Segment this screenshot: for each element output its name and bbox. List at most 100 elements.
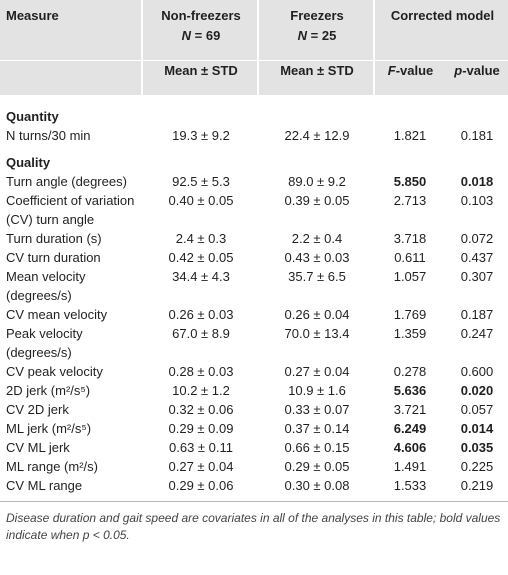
value-cell: 0.32 ± 0.06: [168, 402, 234, 417]
subheader-text: -value: [395, 63, 434, 78]
table-header: Measure Non-freezers N = 69 Freezers N = 25 C…: [0, 0, 508, 95]
subheader: F-value: [373, 60, 444, 95]
measure-cell: Turn angle (degrees): [6, 174, 127, 189]
value-cell: 1.821: [393, 128, 427, 143]
value-cell: 0.600: [460, 364, 494, 379]
value-cell: 0.29 ± 0.06: [142, 476, 258, 502]
data-row: N turns/30 min 19.3 ± 9.2 22.4 ± 12.9 1.821…: [0, 126, 508, 145]
measure-cell: CV ML jerk: [6, 440, 70, 455]
value-cell: 0.43 ± 0.03: [284, 250, 350, 265]
value-cell: 0.28 ± 0.03: [168, 364, 234, 379]
data-row: Turn duration (s) 2.4 ± 0.3 2.2 ± 0.4 3.718…: [0, 229, 508, 248]
n-text: = 69: [194, 28, 221, 43]
measure-cell: N turns/30 min: [6, 128, 91, 143]
data-row: CV turn duration 0.42 ± 0.05 0.43 ± 0.03 0.…: [0, 248, 508, 267]
value-cell: 0.187: [460, 307, 494, 322]
value-cell: 6.249: [374, 419, 444, 438]
measure-cell: Turn duration (s): [6, 231, 102, 246]
group-name: Corrected model: [390, 8, 495, 23]
measure-cell: 2D jerk (m²/s⁵): [6, 383, 91, 398]
subheader: Mean ± STD: [141, 60, 258, 95]
value-cell: 0.057: [460, 402, 494, 417]
significant-value: 0.035: [460, 440, 494, 455]
footnote: Disease duration and gait speed are cova…: [6, 511, 501, 542]
measure-cell: CV ML range: [0, 476, 142, 502]
table-body: Quantity N turns/30 min 19.3 ± 9.2 22.4 ± 1…: [0, 95, 508, 502]
value-cell: 0.27 ± 0.04: [168, 459, 234, 474]
group-name: Freezers: [290, 8, 344, 23]
value-cell: 4.606: [374, 438, 444, 457]
value-cell: 0.225: [460, 459, 494, 474]
value-cell: 3.718: [393, 231, 427, 246]
value-cell: 0.40 ± 0.05: [168, 193, 234, 208]
value-cell: 0.33 ± 0.07: [284, 402, 350, 417]
significant-value: 0.020: [460, 383, 494, 398]
data-row: ML range (m²/s) 0.27 ± 0.04 0.29 ± 0.05 1.4…: [0, 457, 508, 476]
value-cell: 10.9 ± 1.6: [288, 383, 346, 398]
value-cell: 67.0 ± 8.9: [172, 326, 230, 341]
group-n: N = 25: [265, 26, 369, 46]
value-cell: 1.491: [393, 459, 427, 474]
value-cell: 0.181: [460, 128, 494, 143]
measure-cell: Mean velocity (degrees/s): [6, 269, 86, 303]
value-cell: 5.636: [374, 381, 444, 400]
value-cell: 0.39 ± 0.05: [284, 193, 350, 208]
significant-value: 6.249: [393, 421, 427, 436]
subheader-text: Mean ± STD: [280, 63, 354, 78]
value-cell: 0.072: [460, 231, 494, 246]
data-row: CV mean velocity 0.26 ± 0.03 0.26 ± 0.04 1.…: [0, 305, 508, 324]
n-symbol: N: [297, 28, 308, 43]
value-cell: 0.219: [444, 476, 508, 502]
value-cell: 0.247: [460, 326, 494, 341]
header-cell: Measure: [0, 0, 142, 61]
subheader-symbol: p: [454, 63, 463, 78]
n-symbol: N: [181, 28, 192, 43]
n-text: = 25: [310, 28, 337, 43]
section-title: Quantity: [6, 109, 59, 124]
value-cell: 0.014: [444, 419, 508, 438]
subheader-text: -value: [462, 63, 500, 78]
value-cell: 35.7 ± 6.5: [288, 269, 346, 284]
value-cell: 0.29 ± 0.09: [168, 421, 234, 436]
value-cell: 0.018: [444, 172, 508, 191]
value-cell: 0.307: [460, 269, 494, 284]
value-cell: 3.721: [393, 402, 427, 417]
value-cell: 92.5 ± 5.3: [172, 174, 230, 189]
data-row: CV 2D jerk 0.32 ± 0.06 0.33 ± 0.07 3.721 0.0…: [0, 400, 508, 419]
measure-cell: ML jerk (m²/s⁵): [6, 421, 92, 436]
results-table: Measure Non-freezers N = 69 Freezers N = 25 C…: [0, 0, 508, 502]
data-row: Coefficient of variation (CV) turn angle…: [0, 191, 508, 229]
significant-value: 0.014: [460, 421, 494, 436]
value-cell: 2.4 ± 0.3: [175, 231, 227, 246]
value-cell: 2.2 ± 0.4: [291, 231, 343, 246]
header-group: Corrected model: [373, 0, 508, 61]
data-row: 2D jerk (m²/s⁵) 10.2 ± 1.2 10.9 ± 1.6 5.636…: [0, 381, 508, 400]
value-cell: 0.30 ± 0.08: [258, 476, 374, 502]
measure-cell: CV 2D jerk: [6, 402, 69, 417]
value-cell: 0.278: [393, 364, 427, 379]
value-cell: 0.37 ± 0.14: [284, 421, 350, 436]
significant-value: 0.018: [460, 174, 494, 189]
value-cell: 1.769: [393, 307, 427, 322]
measure-cell: Coefficient of variation (CV) turn angle: [6, 193, 135, 227]
value-cell: 1.057: [393, 269, 427, 284]
value-cell: 0.020: [444, 381, 508, 400]
value-cell: 19.3 ± 9.2: [172, 128, 230, 143]
subheader-symbol: F: [387, 63, 396, 78]
subheader: p-value: [444, 60, 508, 95]
section-row: Quantity: [0, 95, 508, 126]
measure-cell: CV peak velocity: [6, 364, 103, 379]
value-cell: 0.27 ± 0.04: [284, 364, 350, 379]
value-cell: 0.611: [394, 250, 426, 265]
header-group: Freezers N = 25: [257, 0, 374, 61]
section-row: Quality: [0, 145, 508, 172]
subheader: Mean ± STD: [257, 60, 374, 95]
value-cell: 2.713: [393, 193, 427, 208]
group-name: Non-freezers: [161, 8, 241, 23]
data-row: CV ML range 0.29 ± 0.06 0.30 ± 0.08 1.533 0.…: [0, 476, 508, 502]
value-cell: 0.66 ± 0.15: [284, 440, 350, 455]
value-cell: 0.103: [460, 193, 494, 208]
significant-value: 4.606: [393, 440, 427, 455]
value-cell: 70.0 ± 13.4: [284, 326, 350, 341]
